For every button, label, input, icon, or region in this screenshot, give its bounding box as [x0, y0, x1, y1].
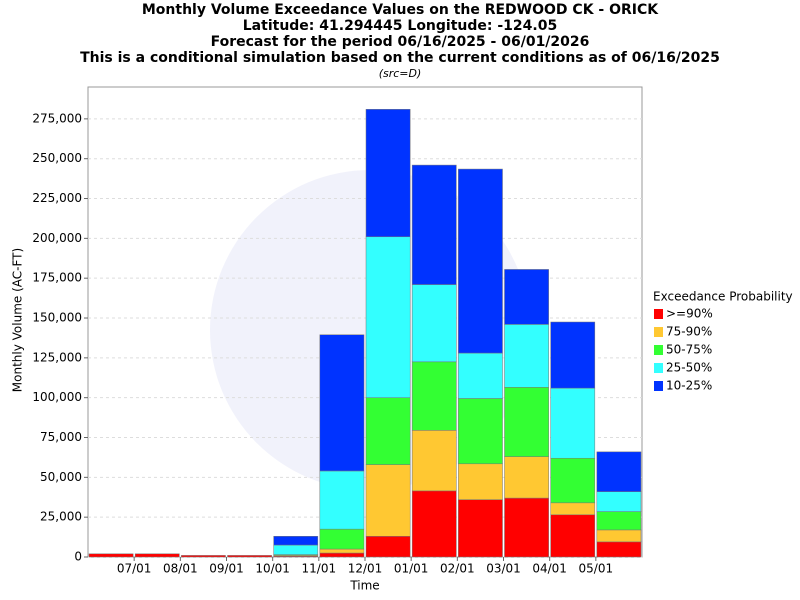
bar-segment — [550, 457, 596, 504]
x-tick-label: 02/01 — [440, 562, 475, 576]
bar-segment — [365, 236, 411, 398]
y-tick-label: 225,000 — [32, 191, 82, 205]
bar-segment — [134, 553, 180, 558]
x-tick-label: 03/01 — [486, 562, 521, 576]
bar-segment — [411, 361, 457, 431]
legend-title: Exceedance Probability — [653, 290, 793, 304]
bar-segment — [273, 544, 319, 555]
chart-subtitle: Latitude: 41.294445 Longitude: -124.05 — [243, 18, 557, 34]
bar-segment — [365, 464, 411, 537]
legend-label: 25-50% — [666, 361, 712, 375]
y-tick-label: 125,000 — [32, 350, 82, 364]
legend-swatch — [654, 309, 663, 319]
bar-segment — [411, 284, 457, 363]
bar-segment — [411, 490, 457, 558]
bar-segment — [273, 536, 319, 546]
x-tick-label: 11/01 — [302, 562, 337, 576]
bar-segment — [504, 324, 549, 388]
y-tick-label: 250,000 — [32, 151, 82, 165]
x-tick-label: 08/01 — [163, 562, 198, 576]
bar-segment — [504, 387, 549, 457]
legend-label: 50-75% — [666, 343, 712, 357]
bar-segment — [411, 164, 457, 285]
bar-segment — [88, 553, 134, 558]
chart-subtitle: Forecast for the period 06/16/2025 - 06/… — [211, 34, 590, 50]
bar-segment — [458, 499, 503, 558]
bar-segment — [181, 555, 226, 558]
legend-swatch — [654, 327, 663, 337]
bar-segment — [458, 168, 503, 354]
bar-segment — [596, 529, 642, 543]
x-tick-label: 10/01 — [255, 562, 290, 576]
x-tick-label: 07/01 — [117, 562, 152, 576]
bar-segment — [596, 511, 642, 531]
bar-segment — [458, 352, 503, 399]
x-axis-label: Time — [349, 579, 379, 593]
source-note: (src=D) — [379, 67, 422, 80]
y-axis-label: Monthly Volume (AC-FT) — [11, 248, 25, 392]
bar-segment — [319, 470, 365, 530]
x-tick-label: 01/01 — [394, 562, 429, 576]
y-tick-label: 100,000 — [32, 390, 82, 404]
bar-segment — [319, 334, 365, 472]
bar-segment — [411, 430, 457, 492]
y-tick-label: 150,000 — [32, 311, 82, 325]
bar-segment — [550, 321, 596, 389]
y-tick-label: 75,000 — [40, 430, 82, 444]
legend-swatch — [654, 363, 663, 373]
y-tick-label: 275,000 — [32, 111, 82, 125]
chart-subtitle: This is a conditional simulation based o… — [80, 50, 720, 66]
bar-segment — [550, 514, 596, 558]
bar-segment — [550, 502, 596, 516]
y-tick-label: 200,000 — [32, 231, 82, 245]
legend-label: 75-90% — [666, 325, 712, 339]
bar-segment — [227, 555, 272, 558]
bar-segment — [550, 387, 596, 459]
bar-segment — [504, 497, 549, 558]
bar-segment — [504, 269, 549, 325]
bar-segment — [365, 536, 411, 558]
bar-segment — [596, 491, 642, 512]
legend-swatch — [654, 381, 663, 391]
y-tick-label: 50,000 — [40, 470, 82, 484]
bar-segment — [365, 397, 411, 465]
y-tick-label: 0 — [74, 550, 82, 564]
y-tick-label: 25,000 — [40, 510, 82, 524]
bar-segment — [458, 463, 503, 500]
bar-segment — [596, 541, 642, 558]
x-tick-label: 12/01 — [348, 562, 383, 576]
x-tick-label: 04/01 — [532, 562, 567, 576]
bar-segment — [365, 109, 411, 238]
bar-segment — [458, 398, 503, 465]
legend-label: 10-25% — [666, 379, 712, 393]
legend-label: >=90% — [666, 307, 713, 321]
bar-segment — [319, 528, 365, 550]
y-tick-label: 175,000 — [32, 271, 82, 285]
legend-swatch — [654, 345, 663, 355]
bar-segment — [596, 451, 642, 492]
bar-segment — [504, 456, 549, 499]
x-tick-label: 09/01 — [209, 562, 244, 576]
bar-segment — [319, 552, 365, 558]
bar-segment — [319, 548, 365, 554]
x-tick-label: 05/01 — [579, 562, 614, 576]
chart-title: Monthly Volume Exceedance Values on the … — [142, 2, 659, 18]
